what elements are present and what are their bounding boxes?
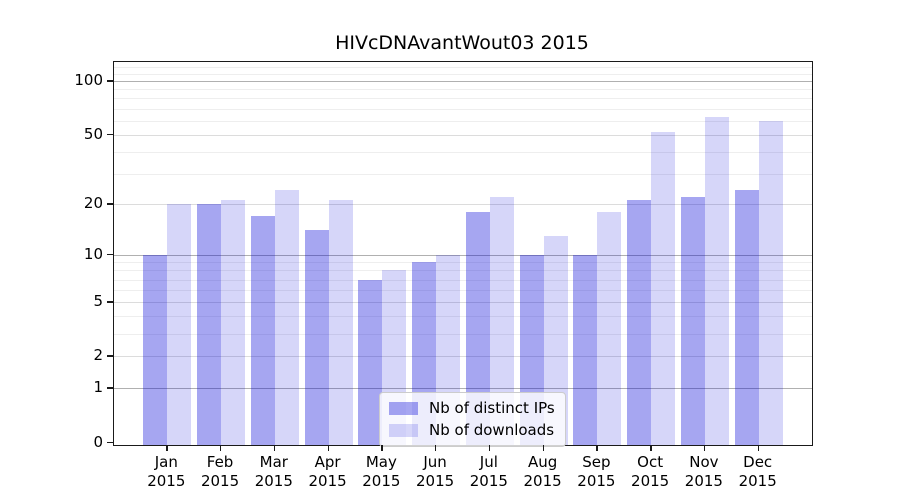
y-tick-mark-100 — [107, 80, 113, 82]
legend: Nb of distinct IPs Nb of downloads — [379, 392, 566, 447]
x-tick-mark-jan — [166, 445, 168, 451]
bar-downloads-mar — [274, 190, 299, 445]
bar-ips-nov — [680, 196, 705, 445]
gridline-4 — [114, 316, 812, 318]
bar-downloads-feb — [221, 200, 246, 445]
legend-swatch-downloads — [389, 424, 418, 437]
bar-ips-feb — [197, 204, 222, 445]
y-tick-mark-1 — [107, 387, 113, 389]
gridline-8 — [114, 270, 812, 272]
gridline-80 — [114, 98, 812, 100]
gridline-10 — [114, 254, 812, 256]
x-tick-mark-apr — [327, 445, 329, 451]
x-tick-mark-oct — [650, 445, 652, 451]
gridline-1 — [114, 388, 812, 390]
gridline-6 — [114, 290, 812, 292]
bar-downloads-sep — [597, 211, 622, 445]
gridline-2 — [114, 356, 812, 358]
y-tick-label-0: 0 — [93, 432, 103, 451]
x-tick-mark-may — [381, 445, 383, 451]
legend-item-distinct-ips: Nb of distinct IPs — [389, 399, 555, 418]
gridline-70 — [114, 108, 812, 110]
y-tick-label-5: 5 — [93, 292, 103, 311]
x-tick-label-apr: Apr 2015 — [308, 453, 347, 490]
gridline-7 — [114, 279, 812, 281]
gridline-110 — [114, 73, 812, 75]
y-tick-label-1: 1 — [93, 378, 103, 397]
gridline-40 — [114, 151, 812, 153]
x-tick-mark-mar — [273, 445, 276, 451]
y-tick-label-20: 20 — [83, 194, 103, 213]
gridline-120 — [114, 66, 812, 68]
y-tick-mark-10 — [107, 253, 113, 256]
x-tick-mark-sep — [596, 445, 598, 451]
x-tick-label-aug: Aug 2015 — [523, 453, 562, 490]
y-tick-label-100: 100 — [74, 71, 103, 90]
gridline-5 — [114, 302, 812, 304]
legend-label: Nb of downloads — [429, 421, 555, 439]
bar-ips-mar — [250, 216, 275, 445]
x-tick-mark-nov — [703, 445, 706, 451]
bar-downloads-apr — [328, 200, 353, 445]
x-tick-label-mar: Mar 2015 — [254, 453, 293, 490]
gridline-3 — [114, 333, 812, 335]
legend-label: Nb of distinct IPs — [429, 399, 555, 417]
y-tick-mark-50 — [107, 133, 113, 136]
gridline-100 — [114, 81, 812, 83]
gridline-9 — [114, 262, 812, 264]
y-tick-label-10: 10 — [83, 244, 103, 263]
x-tick-label-sep: Sep 2015 — [577, 453, 616, 490]
x-tick-label-oct: Oct 2015 — [631, 453, 670, 490]
gridline-30 — [114, 173, 812, 175]
gridline-50 — [114, 134, 812, 136]
chart-title: HIVcDNAvantWout03 2015 — [335, 32, 589, 54]
x-tick-mark-feb — [220, 445, 222, 451]
bar-downloads-oct — [651, 131, 676, 445]
y-tick-mark-5 — [107, 301, 113, 303]
plot-area: Nb of distinct IPs Nb of downloads — [113, 61, 813, 447]
legend-swatch-distinct-ips — [389, 402, 418, 415]
gridline-60 — [114, 120, 812, 122]
x-tick-label-jan: Jan 2015 — [147, 453, 186, 490]
y-tick-label-2: 2 — [93, 346, 103, 365]
x-tick-label-feb: Feb 2015 — [200, 453, 240, 490]
x-tick-label-nov: Nov 2015 — [684, 453, 723, 490]
x-tick-label-jun: Jun 2015 — [416, 453, 455, 490]
x-tick-label-jul: Jul 2015 — [469, 453, 508, 490]
bar-ips-may — [358, 279, 383, 445]
x-tick-mark-jul — [488, 445, 491, 451]
bar-downloads-nov — [704, 116, 729, 445]
y-tick-mark-20 — [107, 203, 113, 205]
x-tick-label-dec: Dec 2015 — [738, 453, 777, 490]
x-tick-mark-aug — [542, 445, 544, 451]
x-tick-label-may: May 2015 — [362, 453, 401, 490]
bar-ips-sep — [573, 254, 598, 445]
bar-ips-jan — [143, 254, 168, 445]
bar-ips-dec — [734, 190, 759, 445]
x-tick-mark-jun — [435, 445, 437, 451]
gridline-90 — [114, 89, 812, 91]
bar-downloads-dec — [758, 120, 783, 445]
y-tick-mark-2 — [107, 355, 113, 357]
y-tick-label-50: 50 — [83, 124, 103, 143]
gridline-20 — [114, 204, 812, 206]
bar-ips-apr — [304, 230, 329, 445]
x-tick-mark-dec — [757, 445, 760, 451]
y-tick-mark-0 — [107, 441, 113, 443]
bar-ips-oct — [627, 200, 652, 445]
legend-item-downloads: Nb of downloads — [389, 421, 555, 440]
bar-downloads-jan — [167, 204, 192, 445]
